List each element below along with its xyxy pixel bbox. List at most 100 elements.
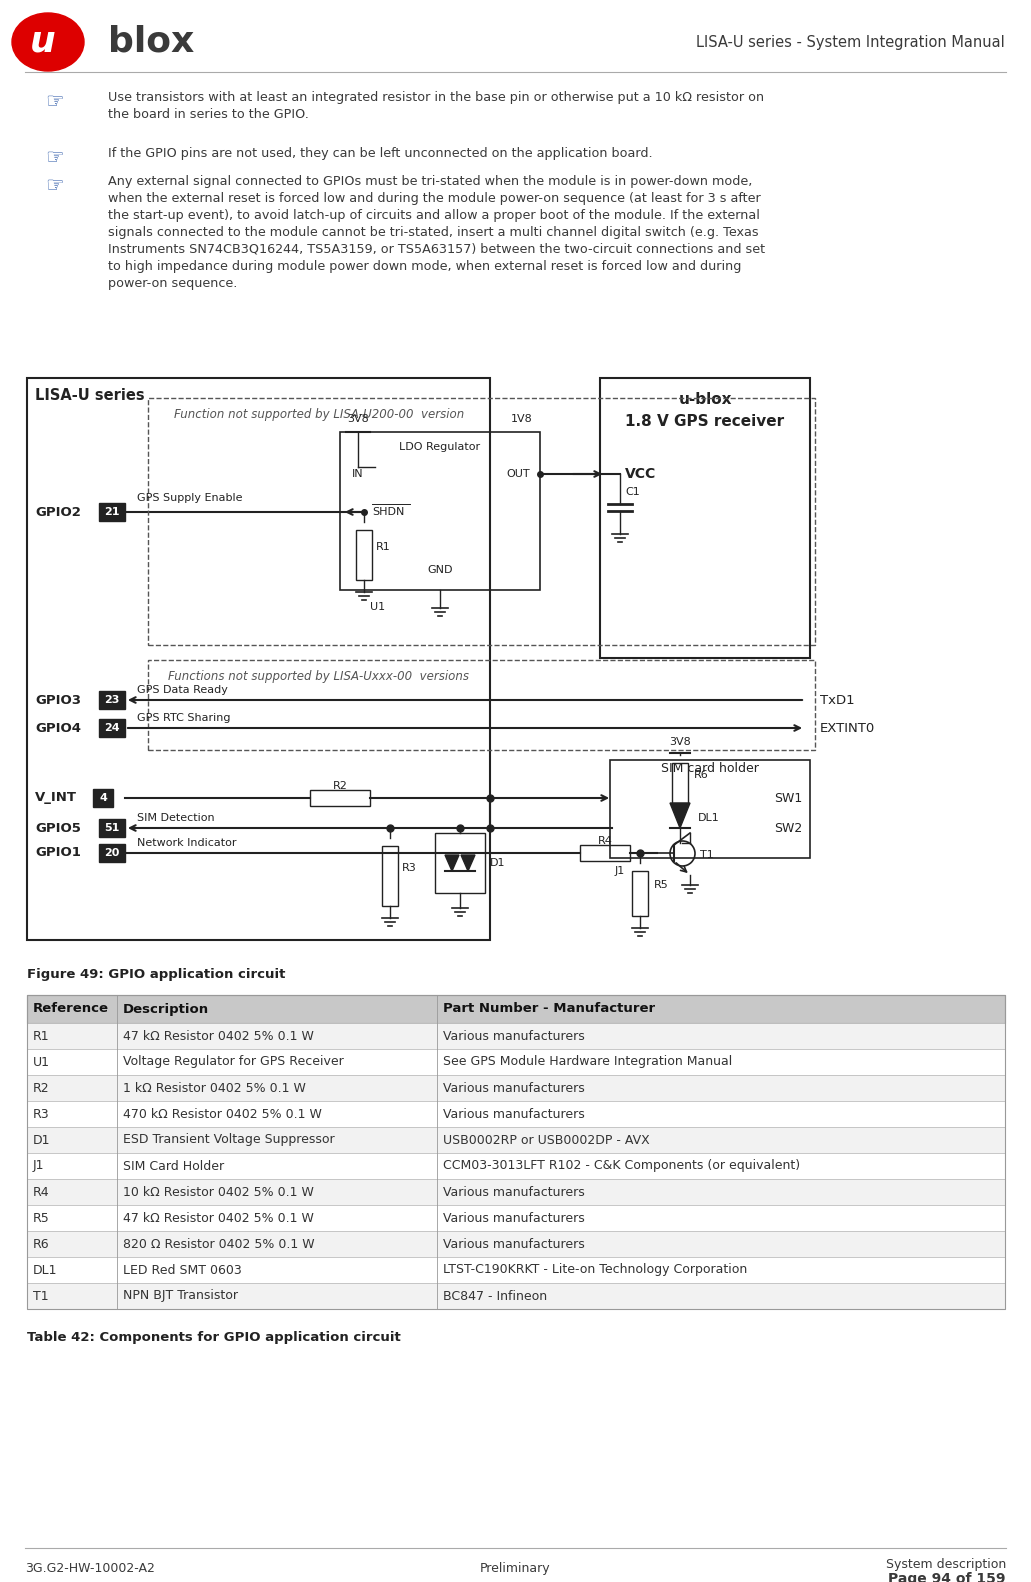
Text: D1: D1 [490,857,505,869]
Text: V_INT: V_INT [35,791,77,805]
Text: 3V8: 3V8 [669,737,691,747]
Bar [27,995,1005,1024]
Text: 21: 21 [104,506,120,517]
Bar [99,503,125,520]
Text: 47 kΩ Resistor 0402 5% 0.1 W: 47 kΩ Resistor 0402 5% 0.1 W [123,1030,313,1043]
Bar [27,1231,1005,1258]
Text: R3: R3 [33,1107,49,1120]
Text: C1: C1 [625,487,640,497]
Bar [310,789,370,805]
Text: LED Red SMT 0603: LED Red SMT 0603 [123,1264,241,1277]
Bar [600,378,810,658]
Bar [27,1076,1005,1101]
Text: R5: R5 [654,881,669,891]
Text: LISA-U series: LISA-U series [35,389,144,403]
Text: ☞: ☞ [45,149,64,168]
Text: Various manufacturers: Various manufacturers [443,1107,585,1120]
Ellipse shape [12,13,84,71]
Text: DL1: DL1 [698,813,720,823]
Text: Network Indicator: Network Indicator [137,838,236,848]
Polygon shape [461,854,475,872]
Text: GPS RTC Sharing: GPS RTC Sharing [137,713,231,723]
Bar [27,1024,1005,1049]
Text: NPN BJT Transistor: NPN BJT Transistor [123,1289,238,1302]
Polygon shape [670,804,690,827]
Text: USB0002RP or USB0002DP - AVX: USB0002RP or USB0002DP - AVX [443,1133,650,1147]
Text: Any external signal connected to GPIOs must be tri-stated when the module is in : Any external signal connected to GPIOs m… [108,176,765,290]
Text: T1: T1 [33,1289,48,1302]
Text: LDO Regulator: LDO Regulator [399,441,480,452]
Text: 820 Ω Resistor 0402 5% 0.1 W: 820 Ω Resistor 0402 5% 0.1 W [123,1237,314,1250]
Text: J1: J1 [33,1160,44,1172]
Text: 47 kΩ Resistor 0402 5% 0.1 W: 47 kΩ Resistor 0402 5% 0.1 W [123,1212,313,1224]
Text: R3: R3 [402,864,417,873]
Text: R4: R4 [33,1185,49,1199]
Text: VCC: VCC [625,467,657,481]
Text: R2: R2 [33,1082,49,1095]
Text: 1 kΩ Resistor 0402 5% 0.1 W: 1 kΩ Resistor 0402 5% 0.1 W [123,1082,306,1095]
Bar [148,399,814,645]
Bar [93,789,113,807]
Text: u: u [30,25,56,59]
Text: OUT: OUT [506,468,530,479]
Text: R2: R2 [333,782,347,791]
Text: GPS Supply Enable: GPS Supply Enable [137,494,242,503]
Text: D1: D1 [33,1133,51,1147]
Bar [99,691,125,709]
Text: ☞: ☞ [45,92,64,112]
Bar [356,530,372,581]
Text: Function not supported by LISA-U200-00  version: Function not supported by LISA-U200-00 v… [174,408,464,421]
Bar [27,378,490,940]
Bar [27,1179,1005,1205]
Text: EXTINT0: EXTINT0 [820,721,875,734]
Text: 10 kΩ Resistor 0402 5% 0.1 W: 10 kΩ Resistor 0402 5% 0.1 W [123,1185,313,1199]
Bar [27,1283,1005,1308]
Bar [632,872,648,916]
Bar [435,834,485,892]
Text: 23: 23 [104,694,120,706]
Bar [27,995,1005,1308]
Text: GPIO2: GPIO2 [35,506,80,519]
Text: U1: U1 [370,603,386,612]
Text: R6: R6 [33,1237,49,1250]
Text: SHDN: SHDN [372,506,404,517]
Bar [148,660,814,750]
Text: GPIO5: GPIO5 [35,821,80,834]
Text: 1V8: 1V8 [511,414,533,424]
Text: Reference: Reference [33,1003,109,1016]
Bar [383,846,398,906]
Bar [340,432,540,590]
Text: If the GPIO pins are not used, they can be left unconnected on the application b: If the GPIO pins are not used, they can … [108,147,653,160]
Text: BC847 - Infineon: BC847 - Infineon [443,1289,547,1302]
Bar [99,845,125,862]
Bar [27,1258,1005,1283]
Text: SIM Detection: SIM Detection [137,813,214,823]
Text: SW2: SW2 [773,821,802,834]
Text: Page 94 of 159: Page 94 of 159 [889,1573,1006,1582]
Text: LISA-U series - System Integration Manual: LISA-U series - System Integration Manua… [696,35,1005,49]
Text: IN: IN [353,468,364,479]
Text: 24: 24 [104,723,120,732]
Text: Various manufacturers: Various manufacturers [443,1030,585,1043]
Text: Various manufacturers: Various manufacturers [443,1185,585,1199]
Text: GND: GND [427,565,453,574]
Text: R1: R1 [33,1030,49,1043]
Text: GPIO3: GPIO3 [35,693,81,707]
Text: Use transistors with at least an integrated resistor in the base pin or otherwis: Use transistors with at least an integra… [108,92,764,120]
Text: 20: 20 [104,848,120,857]
Text: ☞: ☞ [45,176,64,196]
Text: Various manufacturers: Various manufacturers [443,1082,585,1095]
Text: blox: blox [108,25,194,59]
Text: Table 42: Components for GPIO application circuit: Table 42: Components for GPIO applicatio… [27,1330,401,1345]
Text: Preliminary: Preliminary [479,1561,551,1576]
Text: R6: R6 [694,770,708,780]
Text: U1: U1 [33,1055,49,1068]
Text: LTST-C190KRKT - Lite-on Technology Corporation: LTST-C190KRKT - Lite-on Technology Corpo… [443,1264,747,1277]
Text: R1: R1 [376,543,391,552]
Bar [27,1049,1005,1076]
Text: SW1: SW1 [773,791,802,805]
Text: R4: R4 [598,835,612,846]
Bar [580,845,630,861]
Text: GPS Data Ready: GPS Data Ready [137,685,228,694]
Text: Figure 49: GPIO application circuit: Figure 49: GPIO application circuit [27,968,286,981]
